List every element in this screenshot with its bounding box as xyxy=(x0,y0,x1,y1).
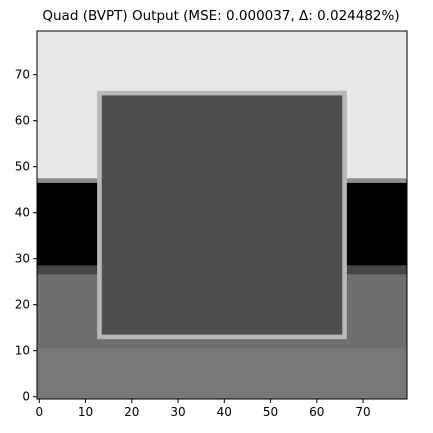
y-tick-label: 50 xyxy=(15,160,30,174)
y-tick-label: 30 xyxy=(15,252,30,266)
x-tick-label: 50 xyxy=(263,405,278,419)
y-tick-label: 10 xyxy=(15,344,30,358)
x-tick-label: 20 xyxy=(124,405,139,419)
x-axis: 0 10 20 30 40 50 60 70 xyxy=(35,399,370,419)
y-tick-label: 20 xyxy=(15,298,30,312)
x-tick-label: 10 xyxy=(78,405,93,419)
x-tick-label: 0 xyxy=(35,405,43,419)
chart-title: Quad (BVPT) Output (MSE: 0.000037, Δ: 0.… xyxy=(42,8,399,24)
x-tick-label: 70 xyxy=(355,405,370,419)
y-tick-label: 60 xyxy=(15,114,30,128)
x-tick-label: 40 xyxy=(217,405,232,419)
y-axis: 0 10 20 30 40 50 60 70 xyxy=(15,68,37,404)
x-tick-label: 60 xyxy=(309,405,324,419)
heatmap-region-5 xyxy=(37,348,407,399)
heatmap-image xyxy=(37,31,407,399)
x-tick-label: 30 xyxy=(170,405,185,419)
heatmap-region-7 xyxy=(102,95,343,334)
y-tick-label: 70 xyxy=(15,68,30,82)
y-tick-label: 0 xyxy=(22,390,30,404)
plot-area xyxy=(37,31,407,399)
y-tick-label: 40 xyxy=(15,206,30,220)
